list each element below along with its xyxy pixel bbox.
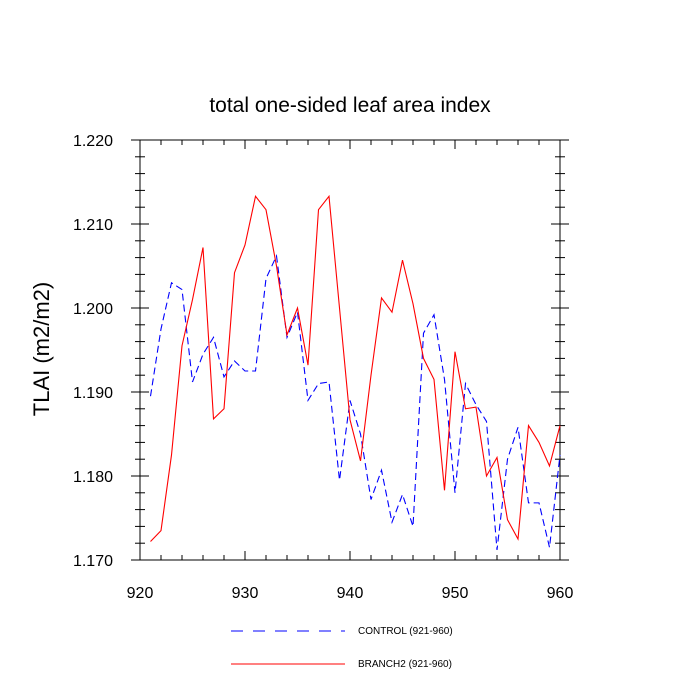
y-tick-label: 1.190 — [73, 385, 113, 402]
y-tick-label: 1.170 — [73, 553, 113, 570]
y-tick-label: 1.180 — [73, 469, 113, 486]
x-tick-label: 930 — [232, 585, 259, 602]
series-line-1 — [150, 194, 561, 542]
x-tick-label: 960 — [547, 585, 574, 602]
y-tick-label: 1.200 — [73, 301, 113, 318]
series-line-0 — [149, 253, 561, 550]
x-tick-label: 940 — [337, 585, 364, 602]
axis-ticks: 920 930 940 950 960 1.170 1.180 1.190 1.200 1.210… — [73, 133, 573, 602]
y-tick-label: 1.210 — [73, 217, 113, 234]
y-axis-label: TLAI (m2/m2) — [29, 282, 54, 416]
legend: CONTROL (921-960) BRANCH2 (921-960) — [231, 626, 453, 670]
plot-frame — [139, 139, 561, 561]
legend-label: CONTROL (921-960) — [358, 626, 453, 637]
x-tick-label: 920 — [127, 585, 154, 602]
x-tick-label: 950 — [442, 585, 469, 602]
legend-label: BRANCH2 (921-960) — [358, 659, 452, 670]
y-tick-label: 1.220 — [73, 133, 113, 150]
chart-title: total one-sided leaf area index — [209, 94, 491, 117]
series-lines — [149, 194, 561, 550]
